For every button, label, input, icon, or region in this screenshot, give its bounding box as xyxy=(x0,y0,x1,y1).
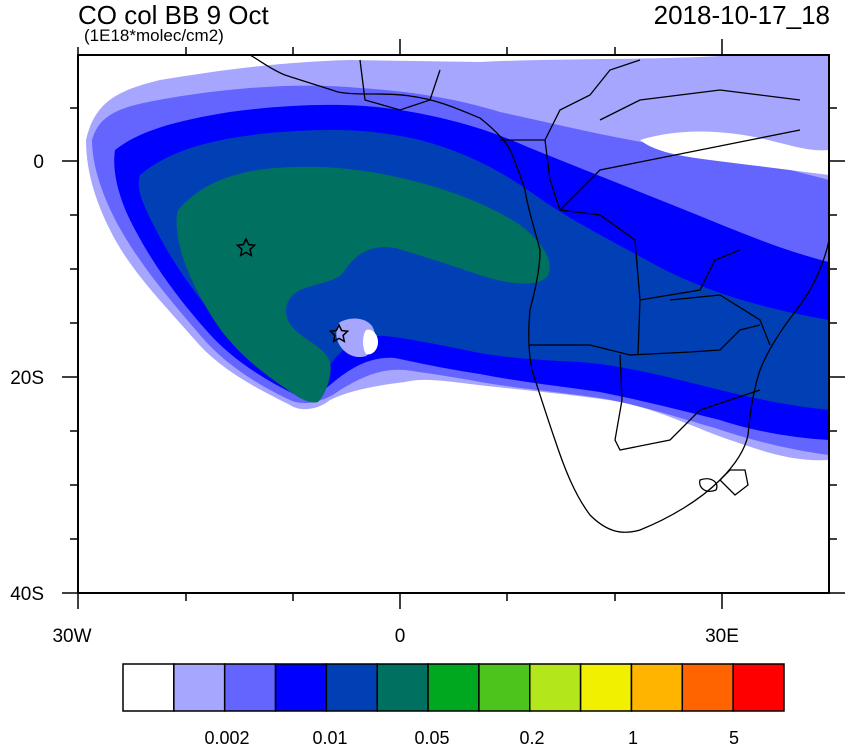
co-contour-white-patch xyxy=(363,329,378,355)
colorbar-box xyxy=(376,663,429,712)
colorbar-box xyxy=(274,663,328,712)
axis-ticks xyxy=(62,39,845,609)
lat-label-40s: 40S xyxy=(10,584,44,605)
africa-coastline xyxy=(249,55,829,533)
colorbar-box xyxy=(122,663,175,712)
colorbar-label-5: 5 xyxy=(729,728,739,747)
co-contour-white-east xyxy=(640,131,829,175)
colorbar-box xyxy=(529,663,582,712)
colorbar-box xyxy=(173,663,226,712)
colorbar-label-0: 0.002 xyxy=(204,728,249,747)
colorbar xyxy=(122,663,785,712)
lat-label-20s: 20S xyxy=(10,368,44,389)
lon-label-0: 0 xyxy=(395,626,406,647)
lon-label-30e: 30E xyxy=(705,626,739,647)
co-contour-core xyxy=(176,166,550,403)
colorbar-box xyxy=(681,663,734,712)
coastlines xyxy=(249,55,829,533)
star-marker-2 xyxy=(328,323,350,343)
colorbar-label-1: 0.01 xyxy=(312,728,347,747)
lon-label-30w: 30W xyxy=(52,626,91,647)
marker-group xyxy=(235,237,350,343)
colorbar-box xyxy=(427,663,480,712)
lat-label-0: 0 xyxy=(33,152,44,173)
colorbar-box xyxy=(579,663,633,712)
units-label: (1E18*molec/cm2) xyxy=(84,26,224,45)
star-marker-1 xyxy=(235,237,257,257)
colorbar-box xyxy=(223,663,277,712)
colorbar-label-4: 1 xyxy=(628,728,638,747)
co-field xyxy=(86,55,829,461)
colorbar-box xyxy=(478,663,531,712)
plot-title: CO col BB 9 Oct xyxy=(78,0,269,30)
colorbar-box xyxy=(732,663,785,712)
border-lines xyxy=(359,59,801,496)
colorbar-label-2: 0.05 xyxy=(414,728,449,747)
colorbar-box xyxy=(630,663,684,712)
colorbar-box xyxy=(325,663,378,712)
colorbar-label-3: 0.2 xyxy=(519,728,544,747)
timestamp-label: 2018-10-17_18 xyxy=(653,0,830,30)
plot-frame xyxy=(77,54,830,594)
